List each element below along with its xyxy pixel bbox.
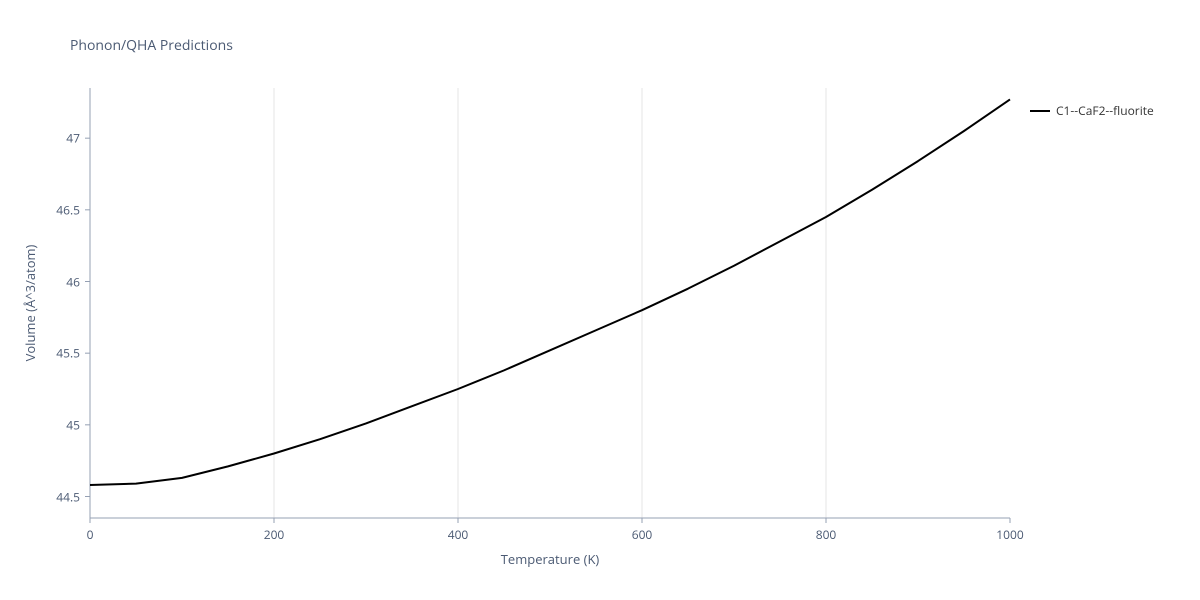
- y-tick-label: 45.5: [56, 345, 80, 362]
- y-tick-label: 46: [66, 273, 80, 290]
- x-tick-label: 1000: [996, 526, 1023, 543]
- legend-line-icon: [1030, 110, 1050, 112]
- y-tick-label: 44.5: [56, 488, 80, 505]
- legend: C1--CaF2--fluorite: [1030, 102, 1154, 119]
- y-tick-label: 46.5: [56, 201, 80, 218]
- x-tick-label: 400: [448, 526, 469, 543]
- y-tick-label: 47: [66, 130, 80, 147]
- legend-label: C1--CaF2--fluorite: [1056, 102, 1154, 119]
- x-axis-label: Temperature (K): [501, 550, 600, 568]
- x-tick-label: 800: [816, 526, 837, 543]
- chart-svg: [0, 0, 1200, 600]
- y-axis-label: Volume (Å^3/atom): [21, 245, 39, 362]
- chart-container: Phonon/QHA Predictions Volume (Å^3/atom)…: [0, 0, 1200, 600]
- x-tick-label: 600: [632, 526, 653, 543]
- y-tick-label: 45: [66, 416, 80, 433]
- x-tick-label: 200: [264, 526, 285, 543]
- x-tick-label: 0: [87, 526, 94, 543]
